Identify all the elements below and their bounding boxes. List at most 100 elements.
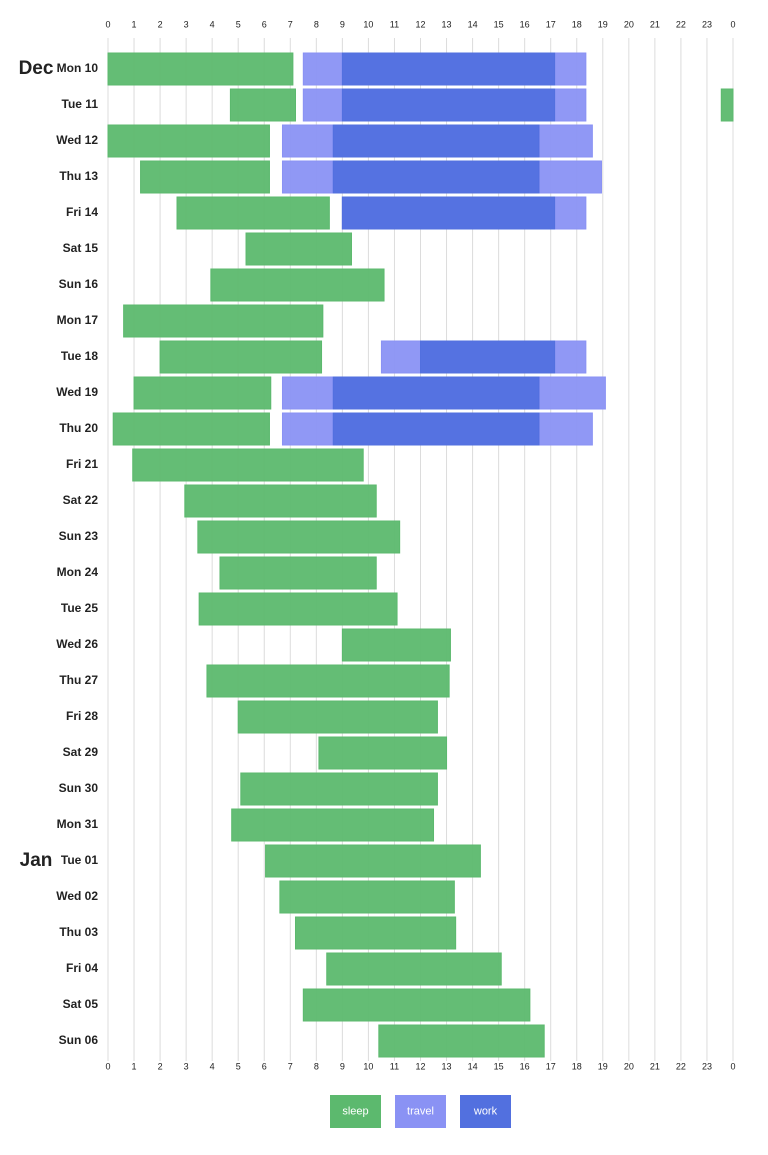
month-label: Jan xyxy=(20,850,53,871)
x-tick-label: 22 xyxy=(676,19,686,29)
bar xyxy=(332,160,540,194)
bar xyxy=(326,952,502,986)
legend-label: sleep xyxy=(342,1105,368,1117)
bar xyxy=(107,52,294,86)
x-tick-label: 6 xyxy=(262,19,267,29)
x-tick-label: 2 xyxy=(158,19,163,29)
bar xyxy=(237,700,438,734)
bar xyxy=(198,592,398,626)
row-label: Sat 15 xyxy=(63,241,99,255)
x-tick-label: 9 xyxy=(340,19,345,29)
row-label: Fri 04 xyxy=(66,961,98,975)
row-label: Sun 30 xyxy=(59,781,99,795)
bar xyxy=(112,412,270,446)
bar xyxy=(265,844,481,878)
x-tick-label: 15 xyxy=(494,1061,504,1071)
row-label: Fri 28 xyxy=(66,709,98,723)
bar xyxy=(332,376,540,410)
x-tick-label: 17 xyxy=(546,19,556,29)
x-tick-label: 2 xyxy=(158,1061,163,1071)
legend-swatch xyxy=(330,1095,381,1128)
row-label: Mon 24 xyxy=(57,565,99,579)
bar xyxy=(132,448,364,482)
x-tick-label: 4 xyxy=(210,19,215,29)
row-label: Thu 20 xyxy=(59,421,98,435)
row-label: Sun 23 xyxy=(59,529,99,543)
bar xyxy=(341,88,556,122)
x-tick-label: 14 xyxy=(468,1061,478,1071)
x-tick-label: 3 xyxy=(184,19,189,29)
x-tick-label: 11 xyxy=(390,1061,399,1071)
x-tick-label: 6 xyxy=(262,1061,267,1071)
x-tick-label: 23 xyxy=(702,19,712,29)
bar xyxy=(184,484,377,518)
x-tick-label: 0 xyxy=(105,19,110,29)
x-tick-label: 20 xyxy=(624,19,634,29)
row-label: Wed 26 xyxy=(56,637,98,651)
bar xyxy=(378,1024,545,1058)
x-tick-label: 15 xyxy=(494,19,504,29)
x-tick-label: 8 xyxy=(314,19,319,29)
row-label: Thu 27 xyxy=(59,673,98,687)
row-label: Wed 02 xyxy=(56,889,98,903)
row-label: Thu 03 xyxy=(59,925,98,939)
x-tick-label: 23 xyxy=(702,1061,712,1071)
x-tick-label: 19 xyxy=(598,19,608,29)
x-tick-label: 5 xyxy=(236,19,241,29)
row-label: Sat 05 xyxy=(63,997,99,1011)
x-tick-label: 18 xyxy=(572,19,582,29)
x-tick-label: 22 xyxy=(676,1061,686,1071)
x-tick-label: 0 xyxy=(730,1061,735,1071)
x-tick-label: 11 xyxy=(390,19,399,29)
x-tick-label: 8 xyxy=(314,1061,319,1071)
bar xyxy=(341,628,451,662)
x-tick-label: 10 xyxy=(363,19,373,29)
row-label: Wed 19 xyxy=(56,385,98,399)
month-label: Dec xyxy=(19,58,54,79)
x-tick-label: 4 xyxy=(210,1061,215,1071)
x-tick-label: 17 xyxy=(546,1061,556,1071)
x-tick-label: 20 xyxy=(624,1061,634,1071)
x-tick-label: 3 xyxy=(184,1061,189,1071)
bar xyxy=(341,196,556,230)
bar xyxy=(159,340,323,374)
bar xyxy=(176,196,330,230)
bar xyxy=(420,340,556,374)
row-label: Mon 17 xyxy=(57,313,99,327)
bar xyxy=(231,808,435,842)
x-tick-label: 16 xyxy=(520,1061,530,1071)
row-label: Tue 25 xyxy=(61,601,98,615)
bar xyxy=(720,88,734,122)
legend-label: work xyxy=(473,1105,498,1117)
bar xyxy=(107,124,270,158)
x-tick-label: 0 xyxy=(105,1061,110,1071)
x-tick-label: 0 xyxy=(730,19,735,29)
x-tick-label: 10 xyxy=(363,1061,373,1071)
legend-swatch xyxy=(460,1095,511,1128)
x-tick-label: 7 xyxy=(288,19,293,29)
x-tick-label: 14 xyxy=(468,19,478,29)
row-label: Thu 13 xyxy=(59,169,98,183)
row-label: Fri 14 xyxy=(66,205,98,219)
x-tick-label: 21 xyxy=(650,19,660,29)
row-label: Sun 06 xyxy=(59,1033,99,1047)
bar xyxy=(229,88,296,122)
x-tick-label: 21 xyxy=(650,1061,660,1071)
x-tick-label: 9 xyxy=(340,1061,345,1071)
bar xyxy=(302,988,531,1022)
row-label: Mon 31 xyxy=(57,817,99,831)
row-label: Tue 18 xyxy=(61,349,98,363)
bar xyxy=(123,304,324,338)
bar xyxy=(219,556,377,590)
row-label: Sun 16 xyxy=(59,277,99,291)
bar xyxy=(318,736,448,770)
row-label: Tue 01 xyxy=(61,853,98,867)
x-tick-label: 13 xyxy=(442,19,452,29)
row-label: Wed 12 xyxy=(56,133,98,147)
row-label: Mon 10 xyxy=(57,61,99,75)
x-tick-label: 19 xyxy=(598,1061,608,1071)
x-tick-label: 12 xyxy=(415,19,425,29)
x-tick-label: 18 xyxy=(572,1061,582,1071)
row-label: Fri 21 xyxy=(66,457,98,471)
bar xyxy=(133,376,272,410)
